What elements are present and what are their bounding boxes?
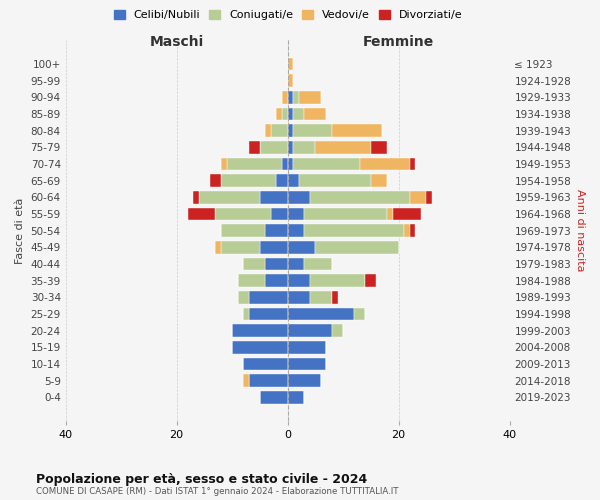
Bar — [260, 191, 287, 203]
Bar — [277, 174, 287, 187]
Bar — [282, 158, 287, 170]
Bar — [287, 74, 293, 87]
Bar — [287, 58, 293, 70]
Bar — [282, 91, 287, 104]
Bar — [287, 108, 293, 120]
Bar — [404, 224, 410, 237]
Bar — [304, 208, 388, 220]
Bar — [287, 291, 310, 304]
Bar — [193, 191, 199, 203]
Bar — [287, 158, 293, 170]
Bar — [260, 241, 287, 254]
Bar — [243, 374, 249, 387]
Bar — [287, 308, 354, 320]
Bar — [287, 274, 310, 287]
Bar — [249, 141, 260, 154]
Bar — [265, 224, 287, 237]
Bar — [371, 141, 388, 154]
Bar — [360, 158, 410, 170]
Bar — [293, 91, 299, 104]
Bar — [299, 174, 371, 187]
Bar — [287, 341, 326, 353]
Bar — [249, 374, 287, 387]
Legend: Celibi/Nubili, Coniugati/e, Vedovi/e, Divorziati/e: Celibi/Nubili, Coniugati/e, Vedovi/e, Di… — [109, 6, 467, 25]
Bar — [310, 291, 332, 304]
Bar — [210, 174, 221, 187]
Bar — [271, 208, 287, 220]
Bar — [393, 208, 421, 220]
Bar — [426, 191, 432, 203]
Bar — [310, 274, 365, 287]
Bar — [232, 324, 287, 337]
Bar — [410, 158, 415, 170]
Bar — [188, 208, 215, 220]
Bar — [287, 91, 293, 104]
Bar — [287, 358, 326, 370]
Bar — [287, 124, 293, 137]
Text: Popolazione per età, sesso e stato civile - 2024: Popolazione per età, sesso e stato civil… — [36, 472, 367, 486]
Bar — [287, 224, 304, 237]
Bar — [293, 141, 316, 154]
Bar — [287, 241, 316, 254]
Bar — [332, 124, 382, 137]
Bar — [271, 124, 287, 137]
Bar — [410, 191, 426, 203]
Bar — [265, 258, 287, 270]
Bar — [287, 174, 299, 187]
Bar — [238, 291, 249, 304]
Bar — [316, 141, 371, 154]
Bar — [354, 308, 365, 320]
Bar — [282, 108, 287, 120]
Bar — [249, 291, 287, 304]
Bar — [304, 224, 404, 237]
Bar — [287, 391, 304, 404]
Text: Femmine: Femmine — [363, 35, 434, 49]
Bar — [249, 308, 287, 320]
Bar — [277, 108, 282, 120]
Bar — [332, 324, 343, 337]
Bar — [293, 108, 304, 120]
Bar — [293, 124, 332, 137]
Bar — [410, 224, 415, 237]
Bar — [388, 208, 393, 220]
Bar — [304, 108, 326, 120]
Bar — [199, 191, 260, 203]
Bar — [221, 224, 265, 237]
Bar — [287, 191, 310, 203]
Bar — [243, 358, 287, 370]
Bar — [260, 391, 287, 404]
Bar — [221, 241, 260, 254]
Bar — [215, 208, 271, 220]
Y-axis label: Anni di nascita: Anni di nascita — [575, 190, 585, 272]
Bar — [221, 174, 277, 187]
Bar — [238, 274, 265, 287]
Bar — [287, 141, 293, 154]
Y-axis label: Fasce di età: Fasce di età — [15, 198, 25, 264]
Bar — [243, 308, 249, 320]
Bar — [371, 174, 388, 187]
Bar — [310, 191, 410, 203]
Bar — [265, 124, 271, 137]
Bar — [287, 324, 332, 337]
Bar — [260, 141, 287, 154]
Bar — [332, 291, 338, 304]
Bar — [365, 274, 376, 287]
Bar — [304, 258, 332, 270]
Bar — [293, 158, 360, 170]
Bar — [232, 341, 287, 353]
Bar — [287, 374, 321, 387]
Text: COMUNE DI CASAPE (RM) - Dati ISTAT 1° gennaio 2024 - Elaborazione TUTTITALIA.IT: COMUNE DI CASAPE (RM) - Dati ISTAT 1° ge… — [36, 488, 398, 496]
Bar — [299, 91, 321, 104]
Bar — [287, 258, 304, 270]
Bar — [243, 258, 265, 270]
Bar — [287, 208, 304, 220]
Bar — [265, 274, 287, 287]
Bar — [227, 158, 282, 170]
Text: Maschi: Maschi — [149, 35, 204, 49]
Bar — [221, 158, 227, 170]
Bar — [215, 241, 221, 254]
Bar — [316, 241, 398, 254]
